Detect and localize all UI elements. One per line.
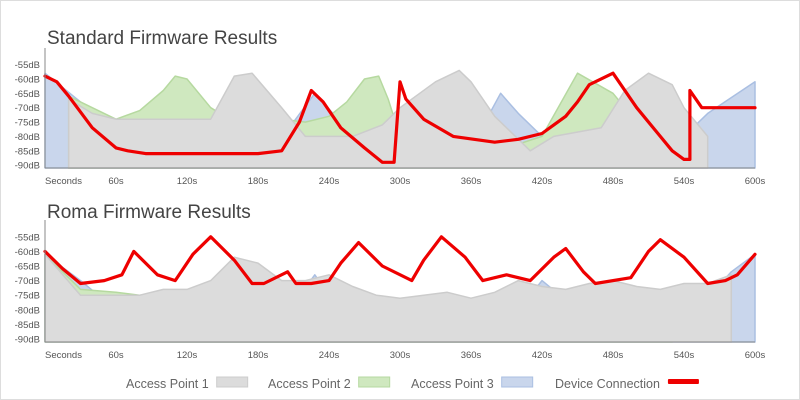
legend-item: Device Connection	[555, 377, 699, 391]
legend-item: Access Point 1	[126, 376, 249, 391]
x-tick-label: 360s	[461, 350, 482, 361]
x-tick-label: 120s	[177, 176, 198, 187]
x-tick-label: 180s	[248, 176, 269, 187]
legend-label: Access Point 2	[268, 377, 351, 391]
y-tick-label: -85dB	[15, 146, 40, 157]
y-tick-label: -55dB	[15, 60, 40, 71]
y-tick-label: -60dB	[15, 247, 40, 258]
chart-1: Standard Firmware Results -55dB -60dB -65dB…	[15, 28, 766, 187]
x-tick-label: 540s	[674, 176, 695, 187]
x-tick-label: Seconds	[45, 176, 82, 187]
series-line-device_connection	[43, 71, 757, 164]
x-tick-label: 480s	[603, 176, 624, 187]
y-tick-label: -55dB	[15, 232, 40, 243]
x-tick-label: Seconds	[45, 350, 82, 361]
legend-swatch-access_point_1	[216, 376, 249, 388]
y-tick-label: -85dB	[15, 320, 40, 331]
chart-title: Roma Firmware Results	[47, 202, 251, 223]
legend-swatch-device-connection	[667, 379, 699, 384]
y-tick-label: -65dB	[15, 89, 40, 100]
x-tick-label: 240s	[319, 350, 340, 361]
x-tick-label: 600s	[745, 350, 766, 361]
x-tick-label: 540s	[674, 350, 695, 361]
y-tick-label: -80dB	[15, 305, 40, 316]
y-tick-label: -60dB	[15, 74, 40, 85]
x-tick-label: 360s	[461, 176, 482, 187]
legend-label: Access Point 3	[411, 377, 494, 391]
chart-2: Roma Firmware Results -55dB -60dB -65dB -70d…	[15, 202, 766, 361]
y-tick-label: -70dB	[15, 103, 40, 114]
y-tick-label: -75dB	[15, 118, 40, 129]
y-tick-label: -75dB	[15, 291, 40, 302]
legend-swatch-access_point_2	[358, 376, 391, 388]
legend: Access Point 1 Access Point 2 Access Point…	[126, 376, 699, 391]
series-line-device_connection	[43, 235, 757, 286]
series-area-access_point_1	[44, 253, 733, 343]
x-tick-label: 60s	[108, 176, 124, 187]
y-tick-label: -90dB	[15, 335, 40, 346]
x-tick-label: 600s	[745, 176, 766, 187]
x-tick-label: 60s	[108, 350, 124, 361]
x-tick-label: 480s	[603, 350, 624, 361]
x-tick-label: 240s	[319, 176, 340, 187]
x-tick-label: 120s	[177, 350, 198, 361]
legend-label: Device Connection	[555, 377, 660, 391]
legend-item: Access Point 3	[411, 376, 534, 391]
x-tick-label: 180s	[248, 350, 269, 361]
legend-label: Access Point 1	[126, 377, 209, 391]
x-tick-label: 300s	[390, 176, 411, 187]
y-tick-label: -70dB	[15, 276, 40, 287]
y-tick-label: -80dB	[15, 132, 40, 143]
legend-swatch-access_point_3	[501, 376, 534, 388]
y-tick-label: -65dB	[15, 262, 40, 273]
series-area-access_point_1	[67, 69, 709, 169]
y-tick-label: -90dB	[15, 161, 40, 172]
x-tick-label: 420s	[532, 350, 553, 361]
chart-title: Standard Firmware Results	[47, 28, 277, 49]
x-tick-label: 300s	[390, 350, 411, 361]
x-tick-label: 420s	[532, 176, 553, 187]
legend-item: Access Point 2	[268, 376, 391, 391]
